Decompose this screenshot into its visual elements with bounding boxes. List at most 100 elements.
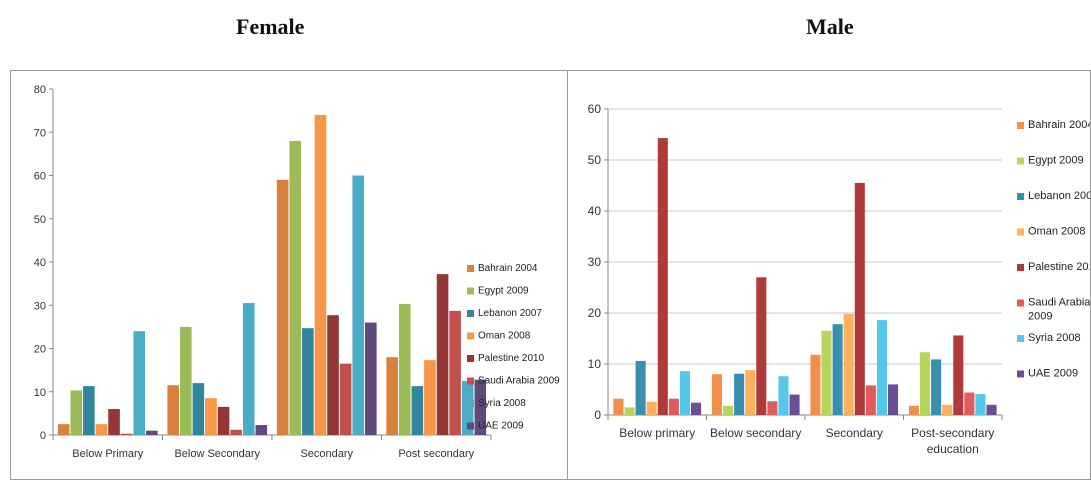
female-legend-swatch bbox=[467, 332, 474, 340]
female-legend-swatch bbox=[467, 310, 474, 317]
male-category-label: Below primary bbox=[619, 426, 695, 440]
female-bar-palestine-2010-secondary bbox=[327, 315, 339, 435]
female-legend-label: UAE 2009 bbox=[478, 421, 524, 432]
female-bar-lebanon-2007-secondary bbox=[302, 328, 314, 435]
female-bar-saudi-arabia-2009-below-primary bbox=[120, 433, 133, 435]
male-legend-label: Lebanon 2007 bbox=[1028, 190, 1090, 202]
male-bar-bahrain-2004-secondary bbox=[810, 354, 821, 415]
male-y-tick-label: 20 bbox=[588, 306, 602, 320]
male-bar-uae-2009-below-secondary bbox=[789, 394, 800, 415]
male-bar-syria-2008-below-primary bbox=[679, 371, 690, 415]
male-legend-swatch bbox=[1017, 299, 1024, 307]
female-bar-bahrain-2004-below-primary bbox=[57, 424, 70, 435]
female-bar-palestine-2010-below-primary bbox=[108, 409, 120, 435]
male-bar-lebanon-2007-below-primary bbox=[635, 360, 646, 415]
female-category-label: Below Secondary bbox=[174, 448, 260, 460]
male-category-label: Below secondary bbox=[710, 426, 801, 440]
female-legend-label: Saudi Arabia 2009 bbox=[478, 376, 560, 387]
female-legend-swatch bbox=[467, 422, 474, 430]
male-bar-syria-2008-post-secondary-education bbox=[975, 394, 986, 415]
female-bar-saudi-arabia-2009-below-secondary bbox=[230, 429, 242, 435]
male-y-tick-label: 0 bbox=[594, 408, 601, 422]
female-y-tick-label: 10 bbox=[34, 387, 46, 399]
female-bar-lebanon-2007-below-secondary bbox=[192, 383, 205, 435]
female-legend-swatch bbox=[467, 377, 474, 385]
female-legend-label: Syria 2008 bbox=[478, 398, 526, 409]
male-bar-palestine-2010-below-primary bbox=[657, 138, 668, 415]
male-bar-chart: 0 10 20 30 40 50 60 Below primary Below secondar… bbox=[588, 102, 1090, 456]
female-legend-swatch bbox=[467, 355, 474, 362]
male-chart-panel: 0 10 20 30 40 50 60 Below primary Below secondar… bbox=[567, 70, 1091, 480]
female-y-tick-label: 50 bbox=[34, 214, 46, 226]
female-legend-label: Egypt 2009 bbox=[478, 286, 529, 297]
male-legend-swatch bbox=[1017, 264, 1024, 271]
female-bar-lebanon-2007-post-secondary bbox=[411, 386, 424, 435]
male-legend-label: Syria 2008 bbox=[1028, 332, 1081, 344]
male-legend-label: Oman 2008 bbox=[1028, 226, 1085, 238]
female-legend-label: Bahrain 2004 bbox=[478, 263, 538, 274]
male-legend-swatch bbox=[1017, 122, 1024, 129]
male-legend-swatch bbox=[1017, 335, 1024, 342]
female-bar-egypt-2009-post-secondary bbox=[398, 303, 411, 435]
male-legend-label: Palestine 2010 bbox=[1028, 261, 1090, 273]
female-legend-label: Lebanon 2007 bbox=[478, 308, 542, 319]
female-y-tick-label: 40 bbox=[34, 257, 46, 269]
male-bar-bahrain-2004-post-secondary-education bbox=[908, 405, 920, 415]
female-y-tick-label: 20 bbox=[34, 344, 46, 356]
male-bar-oman-2008-below-primary bbox=[646, 401, 657, 415]
female-bar-egypt-2009-below-secondary bbox=[179, 326, 192, 435]
female-legend-swatch bbox=[467, 287, 474, 295]
male-category-label: Post-secondary education bbox=[911, 426, 994, 456]
male-bar-uae-2009-secondary bbox=[887, 384, 899, 415]
male-y-tick-label: 40 bbox=[588, 204, 602, 218]
female-bar-bahrain-2004-post-secondary bbox=[386, 357, 398, 435]
male-bar-uae-2009-below-primary bbox=[690, 402, 702, 415]
male-bar-egypt-2009-below-secondary bbox=[723, 405, 734, 415]
female-bar-uae-2009-post-secondary bbox=[474, 379, 487, 435]
male-legend-label: Egypt 2009 bbox=[1028, 155, 1084, 167]
female-y-tick-label: 30 bbox=[34, 300, 46, 312]
female-bar-bahrain-2004-secondary bbox=[276, 179, 289, 435]
female-category-label: Below Primary bbox=[72, 448, 143, 460]
male-bar-oman-2008-secondary bbox=[843, 314, 854, 415]
male-legend-swatch bbox=[1017, 370, 1024, 378]
male-legend-swatch bbox=[1017, 157, 1024, 165]
female-bar-egypt-2009-below-primary bbox=[70, 390, 83, 435]
male-bar-saudi-arabia-2009-secondary bbox=[865, 385, 876, 415]
male-bar-egypt-2009-secondary bbox=[821, 330, 832, 415]
male-bar-palestine-2010-post-secondary-education bbox=[953, 335, 964, 415]
male-bar-palestine-2010-below-secondary bbox=[756, 277, 767, 415]
female-bar-syria-2008-post-secondary bbox=[461, 380, 474, 435]
male-bar-bahrain-2004-below-secondary bbox=[711, 374, 723, 415]
male-bar-uae-2009-post-secondary-education bbox=[986, 404, 997, 415]
female-y-tick-label: 60 bbox=[34, 171, 46, 183]
female-bar-uae-2009-below-primary bbox=[146, 430, 158, 435]
male-y-tick-label: 60 bbox=[588, 102, 602, 116]
male-bar-egypt-2009-post-secondary-education bbox=[920, 352, 931, 415]
female-legend-label: Palestine 2010 bbox=[478, 353, 545, 364]
male-bar-lebanon-2007-below-secondary bbox=[734, 373, 745, 415]
female-bar-oman-2008-post-secondary bbox=[424, 360, 436, 435]
female-bar-syria-2008-secondary bbox=[352, 175, 365, 435]
female-bar-oman-2008-secondary bbox=[314, 114, 327, 435]
female-bar-oman-2008-below-secondary bbox=[205, 398, 217, 435]
female-bar-uae-2009-secondary bbox=[365, 322, 377, 435]
male-legend-label: Bahrain 2004 bbox=[1028, 119, 1090, 131]
male-legend-label: Saudi Arabia 2009 bbox=[1028, 297, 1090, 323]
female-bar-syria-2008-below-primary bbox=[133, 331, 146, 435]
male-bar-saudi-arabia-2009-post-secondary-education bbox=[964, 392, 975, 415]
female-bar-saudi-arabia-2009-post-secondary bbox=[449, 310, 461, 435]
female-bar-uae-2009-below-secondary bbox=[255, 425, 268, 435]
male-y-tick-label: 10 bbox=[588, 357, 602, 371]
male-bar-palestine-2010-secondary bbox=[854, 182, 865, 415]
female-bar-saudi-arabia-2009-secondary bbox=[339, 363, 352, 435]
male-legend-label: UAE 2009 bbox=[1028, 368, 1078, 380]
female-legend-label: Oman 2008 bbox=[478, 331, 531, 342]
female-bar-oman-2008-below-primary bbox=[95, 424, 108, 435]
female-chart-panel: 0 10 20 30 40 50 60 70 80 Below Primary Below Seco… bbox=[10, 70, 568, 480]
male-bar-lebanon-2007-post-secondary-education bbox=[931, 359, 942, 415]
female-bar-palestine-2010-below-secondary bbox=[217, 406, 230, 435]
male-bar-syria-2008-secondary bbox=[876, 320, 887, 415]
female-bar-chart: 0 10 20 30 40 50 60 70 80 Below Primary Below Seco… bbox=[34, 84, 560, 460]
female-chart-title: Female bbox=[236, 14, 305, 39]
